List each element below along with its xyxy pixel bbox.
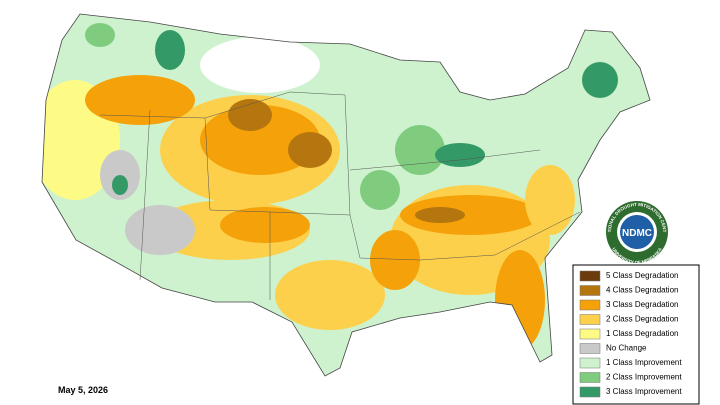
legend-swatch xyxy=(579,343,601,354)
us-outline xyxy=(41,13,651,377)
legend-label: No Change xyxy=(606,344,647,353)
legend-swatch xyxy=(579,314,601,325)
legend-swatch xyxy=(579,299,601,311)
legend-swatch xyxy=(579,372,601,383)
legend-swatch xyxy=(579,386,601,398)
legend-swatch xyxy=(579,357,601,369)
legend-label: 2 Class Degradation xyxy=(606,315,678,324)
legend-swatch xyxy=(579,270,601,282)
logo-abbr: NDMC xyxy=(622,228,652,239)
legend-swatch xyxy=(579,328,601,340)
map-date: May 5, 2026 xyxy=(58,385,108,395)
legend-swatch xyxy=(579,285,601,296)
legend-label: 4 Class Degradation xyxy=(606,286,678,295)
legend-label: 1 Class Improvement xyxy=(606,358,682,367)
legend-label: 1 Class Degradation xyxy=(606,329,678,338)
legend-label: 3 Class Degradation xyxy=(606,300,678,309)
state-lines xyxy=(99,91,581,300)
legend: 5 Class Degradation 4 Class Degradation 3 … xyxy=(579,270,682,398)
legend-label: 2 Class Improvement xyxy=(606,373,682,382)
legend-label: 3 Class Improvement xyxy=(606,387,682,396)
legend-label: 5 Class Degradation xyxy=(606,271,678,280)
